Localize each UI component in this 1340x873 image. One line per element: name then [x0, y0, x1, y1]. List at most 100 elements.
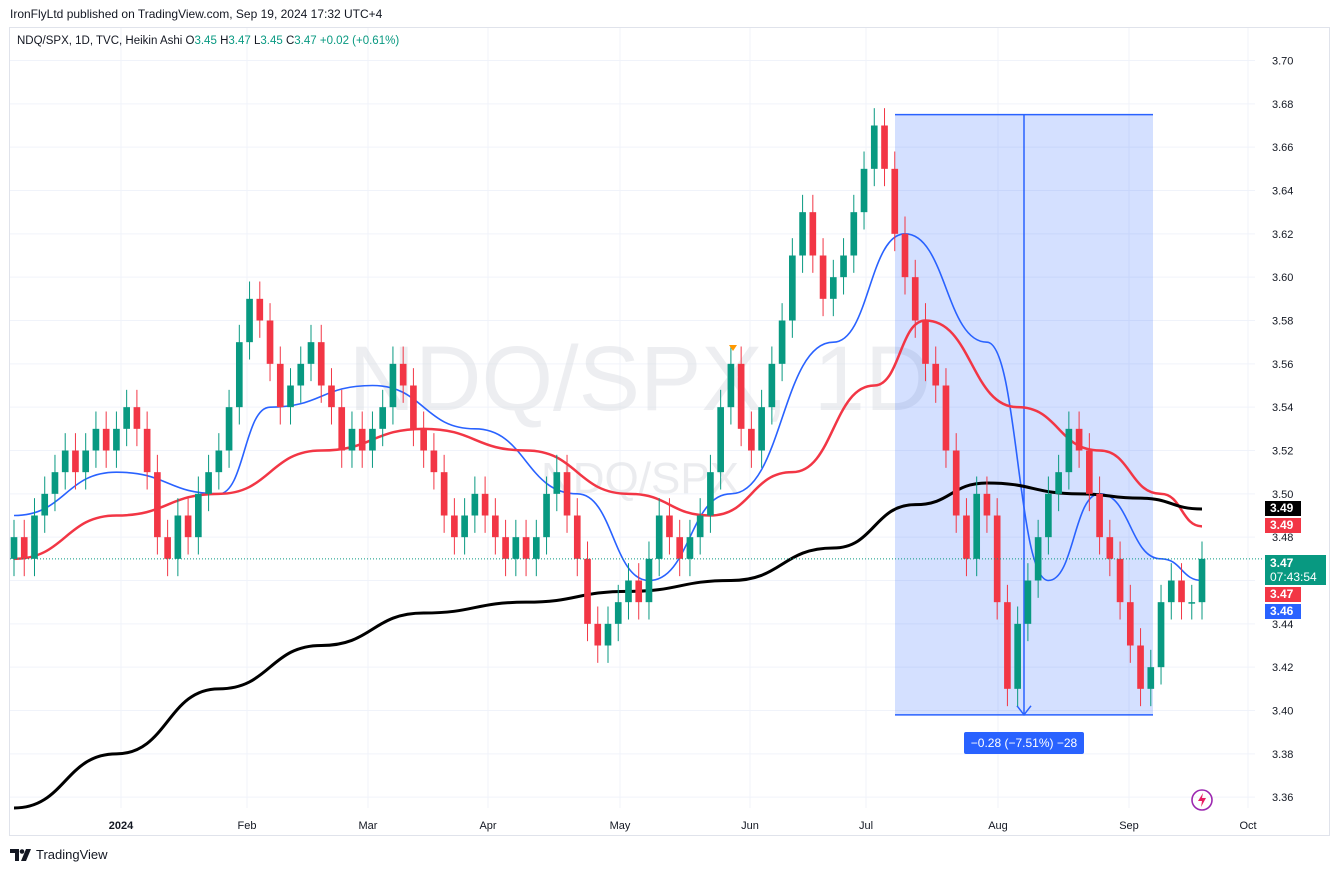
y-tick-label: 3.52	[1272, 446, 1293, 458]
candle-body	[952, 450, 960, 516]
price-tag-ema: 3.47	[1265, 587, 1301, 602]
price-tag-sma200: 3.49	[1265, 501, 1301, 516]
candle-body	[789, 255, 796, 321]
y-tick-label: 3.60	[1272, 272, 1293, 284]
candle-body	[737, 363, 745, 429]
candle-body	[758, 407, 765, 451]
candle-body	[102, 428, 110, 451]
candle-body	[1137, 645, 1144, 689]
candle-body	[922, 320, 929, 364]
candle-body	[143, 428, 151, 473]
candle-body	[174, 515, 182, 559]
candle-body	[911, 277, 919, 321]
bar-countdown: 07:43:54	[1270, 570, 1317, 584]
x-tick-label: Jul	[859, 820, 873, 832]
lightning-icon[interactable]	[1190, 788, 1214, 812]
price-tag-last: 3.47 07:43:54	[1265, 555, 1326, 585]
y-tick-label: 3.68	[1272, 99, 1293, 111]
candle-body	[266, 320, 274, 364]
candle-body	[768, 363, 776, 408]
candle-body	[246, 298, 253, 343]
price-tag-sma20: 3.46	[1265, 604, 1301, 619]
candle-body	[584, 558, 591, 624]
candle-body	[164, 537, 171, 559]
candle-body	[123, 407, 130, 429]
tradingview-logo[interactable]: TradingView	[10, 847, 108, 862]
candle-body	[133, 407, 141, 429]
candle-body	[195, 493, 202, 538]
chart-frame[interactable]	[9, 27, 1330, 836]
candle-body	[1065, 428, 1073, 473]
x-tick-label: 2024	[109, 820, 134, 832]
candle-body	[502, 537, 509, 559]
candle-body	[625, 580, 632, 603]
candle-body	[1086, 450, 1093, 494]
candle-body	[82, 450, 90, 473]
candle-body	[635, 580, 643, 603]
candle-body	[492, 515, 499, 538]
candle-body	[317, 342, 325, 386]
candle-body	[1045, 493, 1052, 538]
candle-body	[348, 428, 356, 451]
candle-body	[358, 428, 366, 451]
x-tick-label: Jun	[741, 820, 759, 832]
candle-body	[72, 450, 79, 473]
chart-legend: NDQ/SPX, 1D, TVC, Heikin Ashi O3.45 H3.4…	[17, 35, 400, 47]
candle-body	[1188, 602, 1196, 604]
tradingview-icon	[10, 848, 31, 861]
candle-body	[205, 472, 212, 494]
y-tick-label: 3.50	[1272, 489, 1293, 501]
y-tick-label: 3.36	[1272, 792, 1293, 804]
candle-body	[870, 125, 878, 169]
x-tick-label: May	[610, 820, 631, 832]
candle-body	[819, 255, 827, 299]
y-tick-label: 3.62	[1272, 229, 1293, 241]
y-tick-label: 3.54	[1272, 402, 1293, 414]
candle-body	[983, 493, 991, 516]
candles	[10, 108, 1263, 707]
y-tick-label: 3.64	[1272, 186, 1293, 198]
candle-body	[379, 407, 387, 429]
y-tick-label: 3.44	[1272, 619, 1293, 631]
candle-body	[61, 450, 69, 473]
x-tick-label: Sep	[1119, 820, 1139, 832]
legend-symbol: NDQ/SPX, 1D, TVC, Heikin Ashi	[17, 35, 183, 47]
candle-body	[676, 537, 684, 559]
candle-body	[809, 212, 817, 256]
x-tick-label: Aug	[988, 820, 1008, 832]
candle-body	[20, 537, 28, 559]
candle-body	[184, 515, 192, 538]
candle-body	[307, 342, 315, 364]
candle-body	[573, 515, 581, 559]
x-tick-label: Mar	[359, 820, 378, 832]
candle-body	[328, 385, 335, 408]
candle-body	[696, 515, 704, 538]
candle-body	[901, 233, 909, 278]
range-measure-label: −0.28 (−7.51%) −28	[964, 732, 1084, 754]
candle-body	[942, 385, 950, 451]
candle-body	[1198, 558, 1206, 603]
candle-body	[10, 537, 18, 559]
candle-body	[1014, 623, 1021, 689]
ma-line-3	[13, 481, 1203, 810]
candle-body	[1167, 580, 1175, 603]
candle-body	[1075, 428, 1083, 451]
candle-body	[440, 472, 448, 516]
y-tick-label: 3.42	[1272, 662, 1293, 674]
range-measure	[895, 113, 1153, 717]
candle-body	[113, 428, 120, 451]
candle-body	[748, 428, 755, 451]
x-tick-label: Feb	[238, 820, 257, 832]
candle-body	[727, 363, 735, 408]
candle-body	[297, 363, 305, 386]
candle-body	[1106, 537, 1114, 559]
candle-body	[1126, 602, 1134, 646]
candle-body	[645, 558, 653, 603]
candle-body	[799, 212, 806, 256]
candle-body	[51, 472, 59, 494]
candle-body	[512, 537, 520, 559]
candle-body	[389, 363, 397, 408]
candle-body	[399, 363, 407, 386]
candle-body	[840, 255, 847, 278]
